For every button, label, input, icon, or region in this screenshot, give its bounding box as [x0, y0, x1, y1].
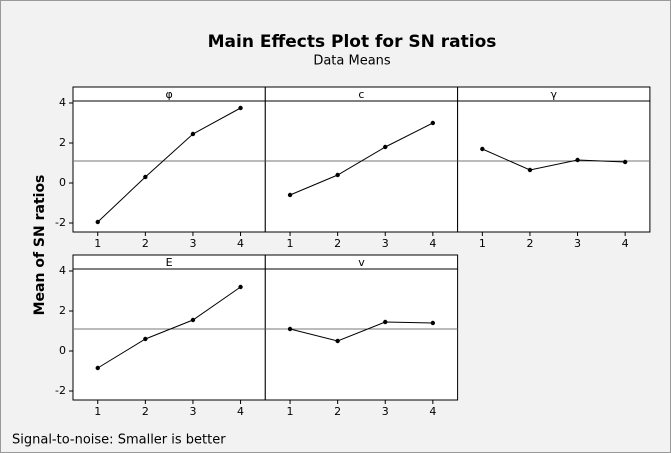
y-tick-label: 2: [59, 136, 66, 149]
data-point: [287, 192, 293, 198]
x-tick-label: 3: [574, 237, 581, 250]
data-point: [335, 172, 340, 178]
data-point: [190, 317, 196, 323]
x-tick-label: 4: [429, 237, 436, 250]
data-point: [383, 144, 388, 150]
x-tick-label: 2: [526, 237, 533, 250]
data-point: [287, 326, 293, 332]
panel-title: E: [166, 256, 173, 269]
data-point: [480, 146, 485, 152]
panel: [264, 100, 459, 233]
y-tick-label: 2: [59, 304, 66, 317]
x-tick-label: 3: [382, 405, 389, 418]
data-point: [143, 174, 148, 180]
y-tick-label: -2: [55, 384, 66, 397]
footnote: Signal-to-noise: Smaller is better: [12, 433, 226, 448]
data-point: [238, 284, 243, 290]
data-point: [335, 338, 340, 344]
data-point: [622, 159, 628, 165]
x-tick-label: 1: [94, 237, 101, 250]
data-point: [430, 120, 436, 126]
x-tick-label: 4: [237, 237, 244, 250]
x-tick-label: 1: [287, 237, 294, 250]
y-axis-label: Mean of SN ratios: [32, 175, 48, 316]
panel: [72, 268, 266, 401]
panel-header: [457, 86, 651, 102]
data-point: [527, 167, 533, 173]
data-line: [97, 107, 241, 223]
panel: [457, 100, 651, 233]
y-tick-label: -2: [55, 216, 66, 229]
data-point: [190, 131, 196, 137]
data-point: [143, 336, 148, 342]
panel-title: c: [358, 88, 364, 101]
x-tick-label: 1: [479, 237, 486, 250]
x-tick-label: 3: [382, 237, 389, 250]
data-point: [430, 320, 436, 326]
y-tick-label: 4: [59, 96, 66, 109]
chart-title: Main Effects Plot for SN ratios: [208, 32, 497, 52]
panel-title: v: [358, 256, 365, 269]
x-tick-label: 2: [142, 237, 149, 250]
data-point: [575, 157, 580, 163]
x-tick-label: 2: [142, 405, 149, 418]
data-point: [238, 105, 243, 111]
x-tick-label: 4: [622, 237, 629, 250]
x-tick-label: 2: [334, 237, 341, 250]
x-tick-label: 3: [189, 405, 196, 418]
panel: [264, 268, 459, 401]
x-tick-label: 1: [94, 405, 101, 418]
data-point: [95, 219, 100, 225]
panel: [72, 100, 266, 233]
panel-title: γ: [550, 88, 557, 101]
panel-header: [264, 254, 459, 270]
x-tick-label: 3: [189, 237, 196, 250]
x-tick-label: 2: [334, 405, 341, 418]
panel-title: φ: [166, 88, 173, 101]
y-tick-label: 0: [59, 344, 66, 357]
x-tick-label: 4: [237, 405, 244, 418]
data-point: [383, 319, 388, 325]
data-line: [289, 321, 433, 342]
chart-subtitle: Data Means: [313, 54, 391, 69]
x-tick-label: 4: [429, 405, 436, 418]
x-tick-label: 1: [287, 405, 294, 418]
y-tick-label: 4: [59, 264, 66, 277]
data-point: [95, 365, 100, 371]
data-line: [97, 286, 241, 369]
y-tick-label: 0: [59, 176, 66, 189]
data-line: [482, 148, 626, 171]
data-line: [289, 122, 434, 196]
